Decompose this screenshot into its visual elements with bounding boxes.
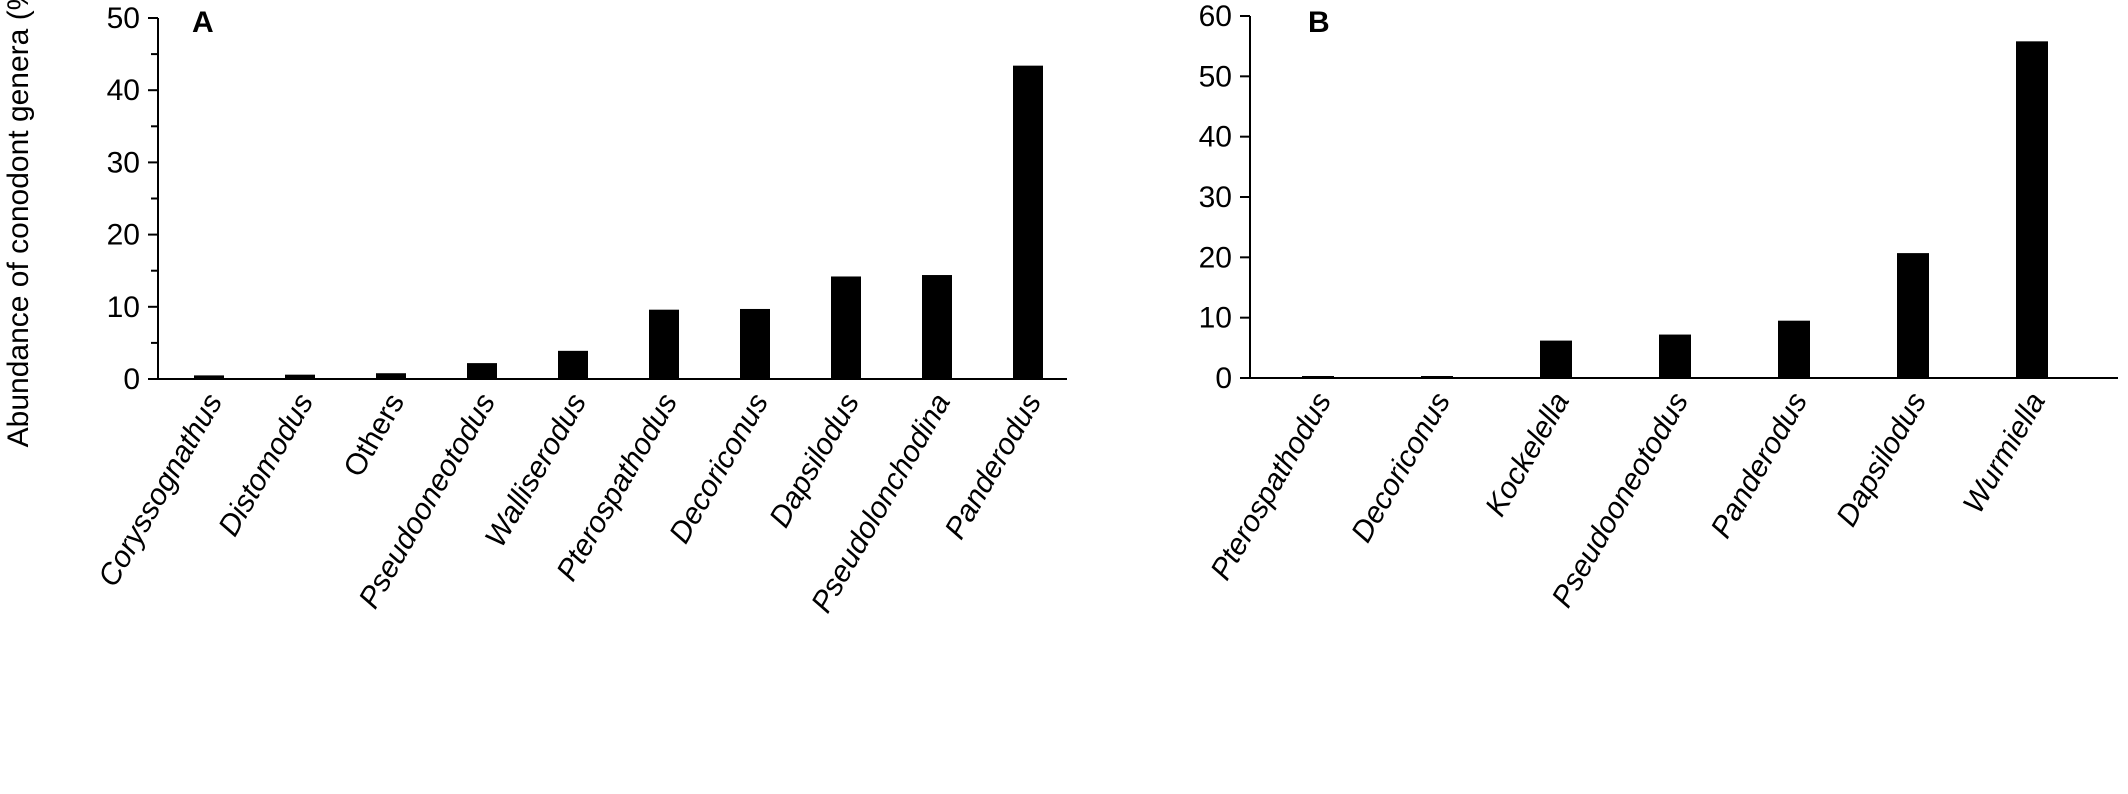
bar-decoriconus — [740, 308, 770, 379]
y-tick-label: 30 — [107, 146, 140, 179]
y-tick-label: 50 — [1199, 60, 1232, 93]
x-tick-label: Decoriconus — [1345, 387, 1457, 548]
y-axis-title: Abundance of conodont genera (%) — [2, 0, 35, 447]
x-tick-label: Panderodus — [1705, 387, 1814, 544]
y-tick-label: 20 — [1199, 241, 1232, 274]
x-tick-label: Coryssognathus — [92, 388, 229, 592]
y-tick-label: 30 — [1199, 181, 1232, 214]
bar-wurmiella — [2016, 41, 2048, 379]
y-tick-label: 0 — [123, 363, 140, 396]
bar-others — [376, 373, 406, 379]
x-tick-label: Wurmiella — [1957, 387, 2052, 519]
x-tick-label: Others — [337, 388, 411, 482]
x-tick-label: Pterospathodus — [1204, 387, 1338, 586]
bar-pseudooneotodus — [1659, 334, 1691, 378]
y-tick-label: 0 — [1215, 362, 1232, 395]
bar-dapsilodus — [1897, 253, 1929, 378]
bar-pterospathodus — [649, 309, 679, 379]
y-tick-label: 10 — [107, 291, 140, 324]
bar-coryssognathus — [194, 375, 224, 379]
panel-letter: B — [1308, 6, 1330, 39]
bar-pseudolonchodina — [922, 275, 952, 379]
x-tick-label: Decoriconus — [663, 388, 775, 549]
bar-panderodus — [1778, 320, 1810, 378]
bar-walliserodus — [558, 350, 588, 379]
y-tick-label: 10 — [1199, 302, 1232, 335]
panel-letter: A — [192, 6, 214, 39]
bar-panderodus — [1013, 65, 1043, 379]
x-tick-label: Panderodus — [939, 388, 1048, 545]
y-tick-label: 60 — [1199, 0, 1232, 33]
x-tick-label: Dapsilodus — [763, 388, 866, 533]
bar-dapsilodus — [831, 276, 861, 379]
x-tick-label: Kockelella — [1479, 387, 1576, 522]
bar-distomodus — [285, 374, 315, 379]
panel-b-bar-chart: 0 10 20 30 40 50 60 Pterospathodus Decoriconus Ko… — [1199, 0, 2118, 613]
bar-decoriconus — [1421, 376, 1453, 378]
bar-pterospathodus — [1302, 376, 1334, 378]
y-tick-label: 50 — [107, 2, 140, 35]
y-tick-label: 40 — [1199, 121, 1232, 154]
bar-pseudooneotodus — [467, 363, 497, 379]
x-tick-label: Dapsilodus — [1830, 387, 1933, 532]
x-tick-label: Distomodus — [212, 388, 320, 542]
y-tick-label: 40 — [107, 74, 140, 107]
x-tick-label: Pseudooneotodus — [1546, 387, 1696, 613]
bar-kockelella — [1540, 340, 1572, 378]
y-tick-label: 20 — [107, 219, 140, 252]
